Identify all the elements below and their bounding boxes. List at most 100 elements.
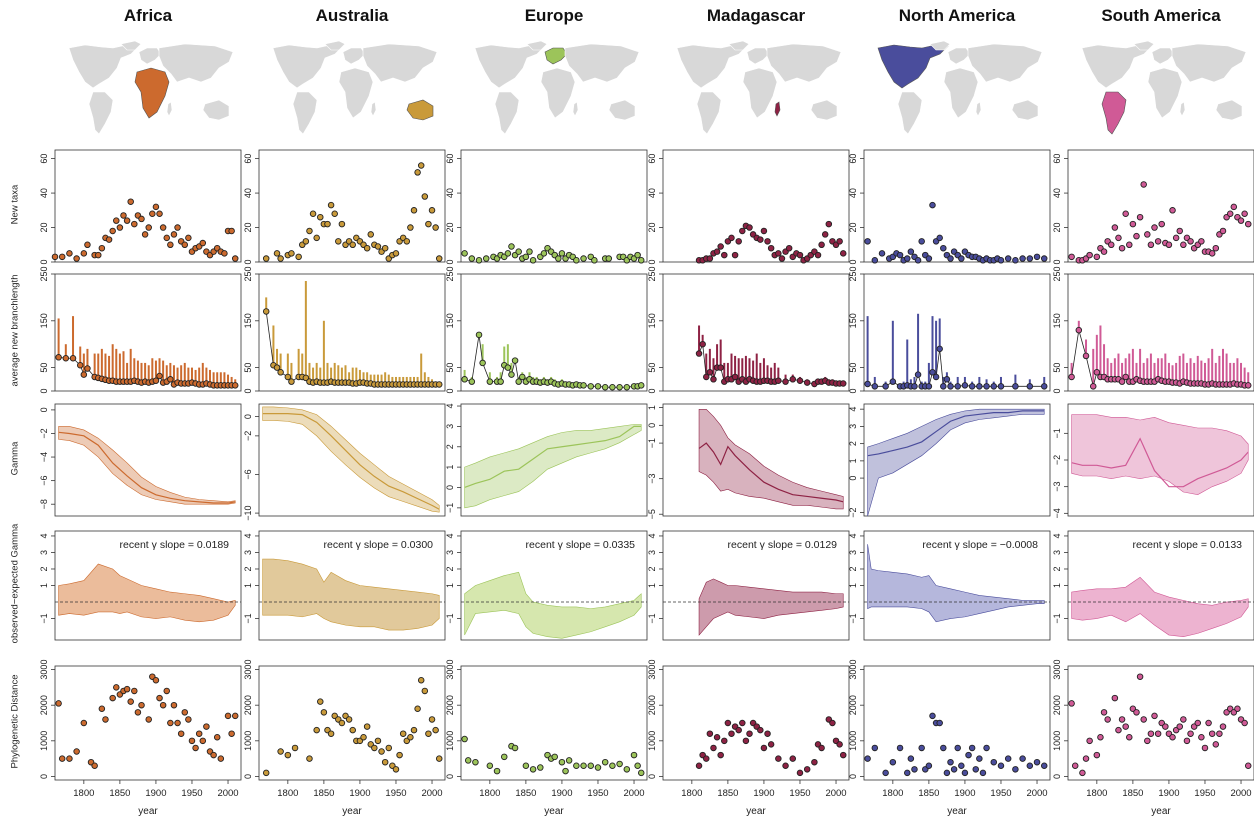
land-australia bbox=[202, 99, 230, 121]
y-tick-label: 40 bbox=[445, 188, 455, 198]
slope-label: recent γ slope = −0.0008 bbox=[922, 539, 1038, 551]
highlighted-region-north-america bbox=[877, 43, 949, 89]
data-point bbox=[435, 381, 443, 388]
data-point bbox=[371, 744, 378, 752]
y-tick-label: 250 bbox=[445, 266, 455, 281]
data-point bbox=[1104, 716, 1111, 723]
y-tick-label: 3 bbox=[848, 550, 858, 555]
data-point bbox=[1033, 758, 1041, 766]
data-point bbox=[313, 726, 320, 734]
data-point bbox=[789, 755, 797, 762]
y-tick-label: 0 bbox=[647, 388, 657, 393]
land-north-america bbox=[272, 43, 344, 89]
data-point bbox=[1040, 383, 1048, 390]
data-point bbox=[979, 769, 987, 777]
data-point bbox=[277, 748, 284, 755]
panel-frame bbox=[863, 665, 1051, 781]
data-point bbox=[637, 382, 645, 389]
panel-frame bbox=[460, 403, 648, 517]
land-south-america bbox=[292, 91, 318, 135]
world-map-svg bbox=[474, 40, 640, 135]
y-tick-label: 0 bbox=[243, 774, 253, 779]
data-point bbox=[170, 701, 178, 709]
y-tick-label: 1000 bbox=[848, 731, 858, 751]
panel-frame bbox=[1067, 273, 1254, 392]
data-point bbox=[1086, 737, 1093, 745]
confidence-band bbox=[1071, 414, 1249, 495]
x-tick-label: 1900 bbox=[349, 788, 370, 799]
data-point bbox=[195, 730, 203, 737]
data-point bbox=[159, 701, 167, 709]
y-tick-label: 0 bbox=[243, 414, 253, 419]
x-tick-label: 1850 bbox=[515, 788, 536, 799]
data-point bbox=[558, 250, 566, 257]
difference-band bbox=[262, 558, 440, 631]
y-tick-label: 3 bbox=[848, 424, 858, 429]
land-australia bbox=[810, 99, 838, 121]
data-point bbox=[871, 383, 879, 390]
data-point bbox=[929, 712, 936, 720]
data-point bbox=[231, 382, 239, 389]
data-point bbox=[706, 255, 714, 262]
y-tick-label: −1 bbox=[1052, 613, 1062, 623]
confidence-band bbox=[698, 409, 844, 510]
y-tick-label: 0 bbox=[39, 259, 49, 264]
y-tick-label: 250 bbox=[848, 266, 858, 281]
data-point bbox=[821, 231, 829, 238]
data-point bbox=[174, 719, 181, 727]
slope-label: recent γ slope = 0.0133 bbox=[1133, 539, 1243, 551]
y-tick-label: 1 bbox=[647, 583, 657, 588]
data-point bbox=[123, 685, 131, 693]
x-axis-label: year bbox=[544, 806, 564, 817]
data-point bbox=[327, 201, 335, 209]
data-point bbox=[537, 764, 544, 771]
land-north-america bbox=[1081, 43, 1153, 89]
data-point bbox=[968, 744, 976, 752]
data-point bbox=[156, 372, 163, 380]
data-point bbox=[551, 753, 558, 761]
y-tick-label: 0 bbox=[647, 423, 657, 428]
data-point bbox=[1108, 241, 1115, 249]
data-point bbox=[814, 251, 822, 259]
data-point bbox=[120, 212, 127, 219]
x-tick-label: 1900 bbox=[753, 788, 774, 799]
x-tick-label: 2000 bbox=[217, 788, 238, 799]
panel-frame bbox=[863, 273, 1051, 392]
data-point bbox=[1133, 232, 1140, 240]
y-tick-label: 150 bbox=[39, 313, 49, 328]
data-point bbox=[609, 762, 616, 770]
world-map-svg bbox=[1081, 40, 1247, 135]
y-tick-label: 40 bbox=[243, 188, 253, 198]
panel-frame bbox=[662, 403, 850, 517]
data-point bbox=[889, 758, 897, 766]
data-point bbox=[152, 203, 160, 211]
data-point bbox=[637, 769, 645, 777]
data-point bbox=[228, 227, 235, 235]
data-point bbox=[428, 716, 436, 723]
world-map-svg bbox=[877, 40, 1043, 135]
y-tick-label: 50 bbox=[39, 363, 49, 373]
x-tick-label: 1800 bbox=[479, 788, 500, 799]
gamma-line bbox=[1071, 437, 1249, 488]
data-point bbox=[634, 251, 641, 259]
data-point bbox=[66, 755, 73, 762]
data-point bbox=[501, 753, 508, 761]
panel-frame bbox=[460, 149, 648, 263]
data-point bbox=[486, 762, 494, 770]
y-tick-label: −1 bbox=[647, 438, 657, 448]
highlighted-region-europe bbox=[544, 47, 568, 65]
data-point bbox=[703, 755, 710, 762]
y-tick-label: 0 bbox=[848, 259, 858, 264]
world-map bbox=[1068, 38, 1254, 142]
data-point bbox=[724, 719, 732, 727]
data-point bbox=[522, 762, 530, 770]
data-point bbox=[1194, 719, 1202, 727]
data-point bbox=[1086, 251, 1093, 259]
data-point bbox=[1219, 723, 1227, 730]
data-point bbox=[519, 373, 526, 381]
data-point bbox=[896, 744, 904, 752]
panel-africa-4: 0 1000 2000 3000 1800 1850 1900 1950 2000 bbox=[39, 660, 242, 799]
data-point bbox=[167, 719, 174, 727]
y-tick-label: −1 bbox=[848, 613, 858, 623]
panel-frame bbox=[460, 665, 648, 781]
